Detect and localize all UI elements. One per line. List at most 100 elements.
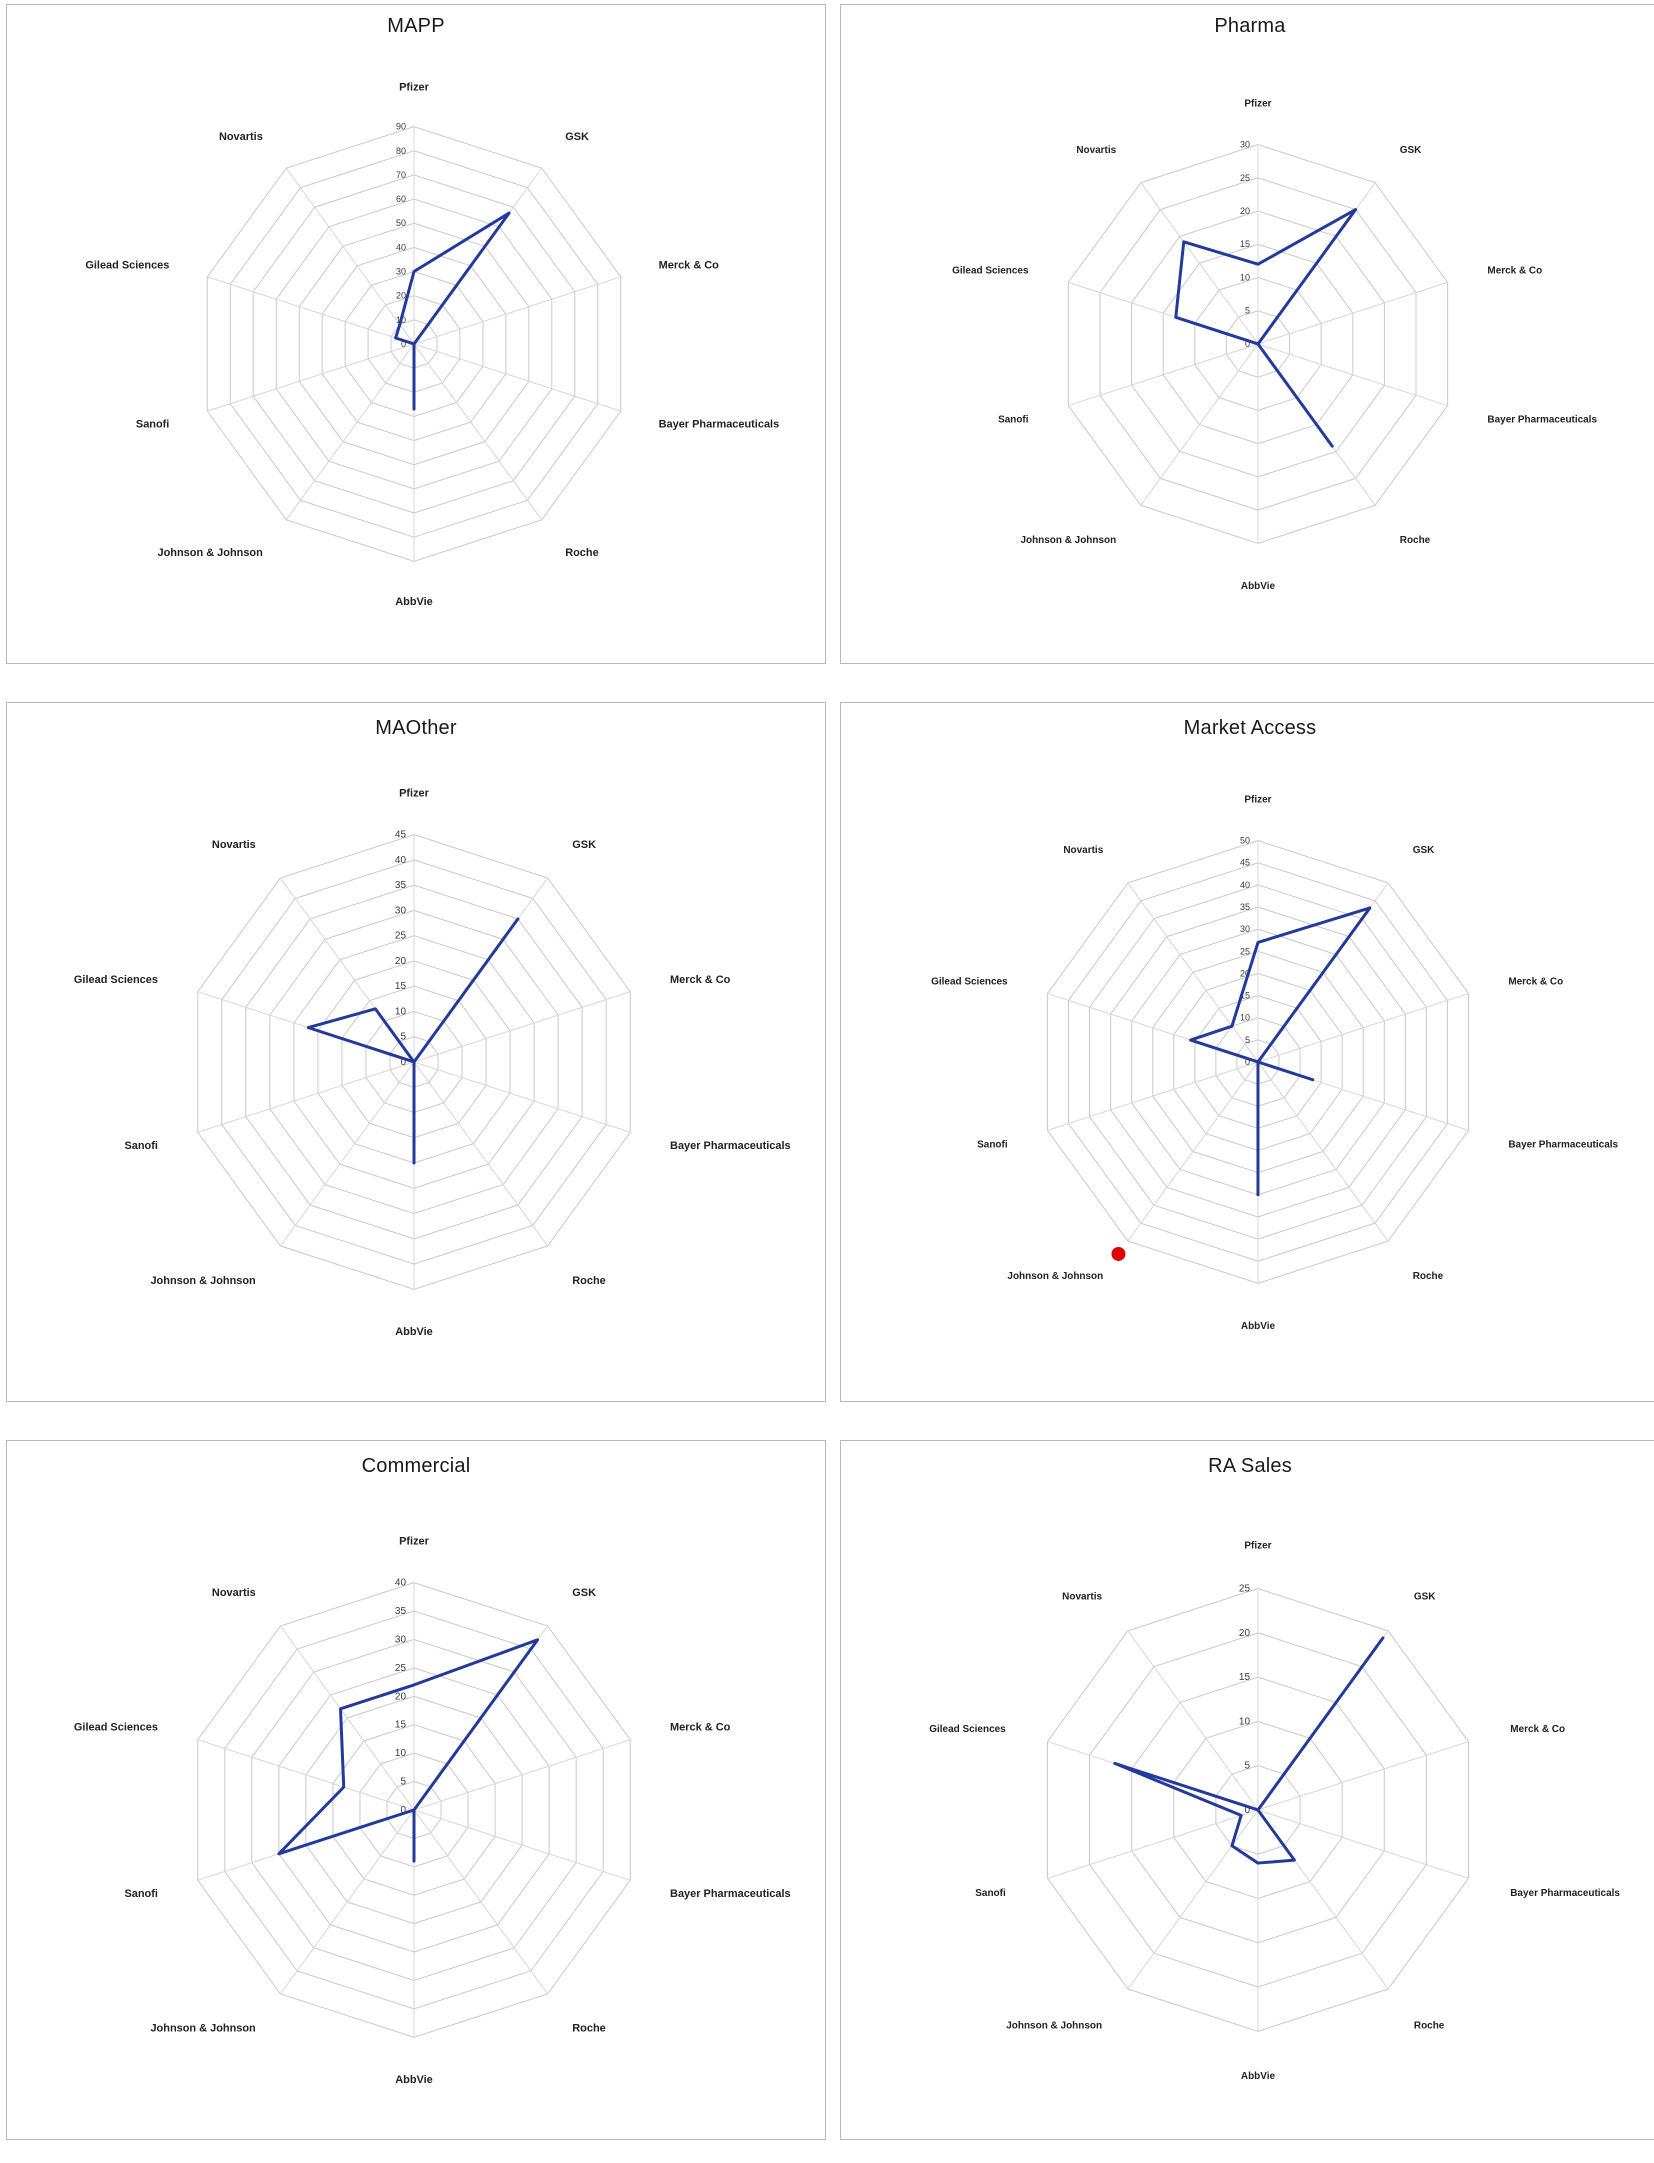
- axis-category-label: Johnson & Johnson: [150, 1275, 256, 1287]
- axis-category-label: Merck & Co: [670, 974, 731, 986]
- axis-category-label: Merck & Co: [1508, 977, 1563, 988]
- category-labels: Pfizer GSK Merck & Co Bayer Pharmaceuticals…: [85, 82, 779, 608]
- grid-spoke: [413, 343, 543, 521]
- tick-labels: 0 5 10 15 20 25 30 35 40 45: [395, 830, 407, 1068]
- axis-tick-label: 20: [1240, 206, 1250, 216]
- tick-labels: 0 5 10 15 20 25: [1239, 1584, 1251, 1816]
- axis-category-label: Sanofi: [124, 1888, 157, 1900]
- grid-spoke: [1127, 1630, 1259, 1811]
- axis-category-label: Sanofi: [998, 415, 1029, 426]
- axis-tick-label: 5: [1245, 1035, 1250, 1045]
- panel-commercial: Commercial 0 5 10 15 20 25 30 35 40 Pfizer GSK Merc…: [6, 1440, 826, 2140]
- axis-tick-label: 90: [396, 122, 406, 132]
- chart-pharma: 0 5 10 15 20 25 30 Pfizer GSK Merck & Co Bayer Pha…: [841, 5, 1654, 663]
- axis-category-label: Bayer Pharmaceuticals: [1508, 1139, 1618, 1150]
- radar-svg-commercial: 0 5 10 15 20 25 30 35 40 Pfizer GSK Merck & Co Bayer…: [74, 1536, 791, 2086]
- axis-category-label: Merck & Co: [1487, 265, 1542, 276]
- grid-spoke: [279, 1625, 415, 1811]
- axis-category-label: GSK: [1414, 1591, 1436, 1602]
- axis-tick-label: 20: [396, 291, 406, 301]
- grid-spoke: [1140, 182, 1259, 345]
- axis-category-label: Johnson & Johnson: [1007, 1271, 1103, 1282]
- axis-category-label: Roche: [1414, 2021, 1445, 2032]
- radar-grid: [206, 126, 622, 562]
- axis-category-label: GSK: [572, 839, 596, 851]
- grid-spoke: [197, 1061, 415, 1133]
- axis-category-label: Novartis: [1076, 145, 1116, 156]
- axis-tick-label: 30: [1240, 140, 1250, 150]
- panel-market-access: Market Access 0 5 10 15 20 25 30 35 40 45 50 Pfizer…: [840, 702, 1654, 1402]
- axis-tick-label: 30: [395, 905, 407, 916]
- axis-tick-label: 0: [401, 339, 406, 349]
- series-polygon: [277, 1638, 540, 1863]
- axis-category-label: Gilead Sciences: [929, 1724, 1006, 1735]
- category-labels: Pfizer GSK Merck & Co Bayer Pharmaceuticals…: [74, 788, 791, 1338]
- category-labels: Pfizer GSK Merck & Co Bayer Pharmaceuticals…: [952, 99, 1597, 593]
- axis-tick-label: 0: [400, 1057, 406, 1068]
- radar-grid: [197, 1582, 631, 2038]
- radar-svg-pharma: 0 5 10 15 20 25 30 Pfizer GSK Merck & Co Bayer Pha…: [952, 99, 1597, 593]
- axis-tick-label: 50: [1240, 836, 1250, 846]
- category-labels: Pfizer GSK Merck & Co Bayer Pharmaceuticals…: [931, 795, 1618, 1332]
- radar-svg-market-access: 0 5 10 15 20 25 30 35 40 45 50 Pfizer GSK Merck & Co B…: [931, 795, 1618, 1332]
- axis-tick-label: 5: [1244, 1761, 1250, 1772]
- category-labels: Pfizer GSK Merck & Co Bayer Pharmaceuticals…: [74, 1536, 791, 2086]
- axis-category-label: Merck & Co: [1510, 1724, 1565, 1735]
- axis-tick-label: 20: [1240, 968, 1250, 978]
- panel-ra-sales: RA Sales 0 5 10 15 20 25 Pfizer GSK Merck & Co Ba…: [840, 1440, 1654, 2140]
- axis-category-label: Sanofi: [977, 1139, 1008, 1150]
- radar-svg-ra-sales: 0 5 10 15 20 25 Pfizer GSK Merck & Co Bayer Pharm…: [929, 1541, 1620, 2082]
- grid-spoke: [1257, 993, 1469, 1063]
- grid-spoke: [285, 343, 415, 521]
- series-polygon: [394, 211, 511, 411]
- axis-tick-label: 10: [395, 1748, 407, 1759]
- axis-category-label: Johnson & Johnson: [158, 547, 264, 559]
- axis-category-label: Gilead Sciences: [931, 977, 1008, 988]
- axis-category-label: Roche: [1400, 535, 1431, 546]
- series-polygon: [1113, 1636, 1385, 1865]
- radar-grid: [1046, 1588, 1470, 2032]
- axis-tick-label: 10: [1240, 1013, 1250, 1023]
- axis-tick-label: 25: [395, 931, 407, 942]
- axis-category-label: Gilead Sciences: [85, 259, 169, 271]
- axis-tick-label: 5: [400, 1032, 406, 1043]
- grid-spoke: [279, 1061, 415, 1247]
- chart-ra-sales: 0 5 10 15 20 25 Pfizer GSK Merck & Co Bayer Pharm…: [841, 1441, 1654, 2139]
- axis-tick-label: 25: [1240, 173, 1250, 183]
- grid-spoke: [1068, 343, 1259, 407]
- panel-maother: MAOther 0 5 10 15 20 25 30 35 40 45 Pfizer GSK Merck…: [6, 702, 826, 1402]
- axis-tick-label: 35: [1240, 902, 1250, 912]
- axis-tick-label: 20: [395, 1691, 407, 1702]
- axis-category-label: Novartis: [212, 1587, 256, 1599]
- axis-category-label: Novartis: [219, 131, 263, 143]
- grid-spoke: [413, 343, 621, 412]
- grid-spoke: [1257, 1061, 1389, 1242]
- radar-grid: [197, 834, 631, 1290]
- axis-category-label: Novartis: [1063, 845, 1103, 856]
- grid-spoke: [413, 1809, 631, 1881]
- axis-tick-label: 5: [1245, 306, 1250, 316]
- axis-tick-label: 10: [1239, 1716, 1251, 1727]
- axis-category-label: AbbVie: [395, 596, 433, 608]
- grid-spoke: [1047, 1809, 1259, 1879]
- axis-tick-label: 10: [395, 1006, 407, 1017]
- axis-category-label: Johnson & Johnson: [1020, 535, 1116, 546]
- axis-category-label: Johnson & Johnson: [150, 2023, 256, 2035]
- grid-spoke: [207, 276, 415, 345]
- axis-category-label: Bayer Pharmaceuticals: [670, 1888, 791, 1900]
- grid-spoke: [1127, 1061, 1259, 1242]
- axis-tick-label: 70: [396, 170, 406, 180]
- chart-maother: 0 5 10 15 20 25 30 35 40 45 Pfizer GSK Merck & Co Bay…: [7, 703, 825, 1401]
- axis-tick-label: 35: [395, 880, 407, 891]
- axis-tick-label: 40: [395, 1578, 407, 1589]
- axis-category-label: Roche: [572, 2023, 605, 2035]
- axis-category-label: Merck & Co: [659, 259, 720, 271]
- axis-category-label: Roche: [565, 547, 598, 559]
- axis-category-label: Bayer Pharmaceuticals: [1487, 415, 1597, 426]
- axis-category-label: GSK: [572, 1587, 596, 1599]
- grid-spoke: [285, 167, 415, 345]
- axis-tick-label: 80: [396, 146, 406, 156]
- axis-tick-label: 40: [395, 855, 407, 866]
- axis-tick-label: 30: [396, 267, 406, 277]
